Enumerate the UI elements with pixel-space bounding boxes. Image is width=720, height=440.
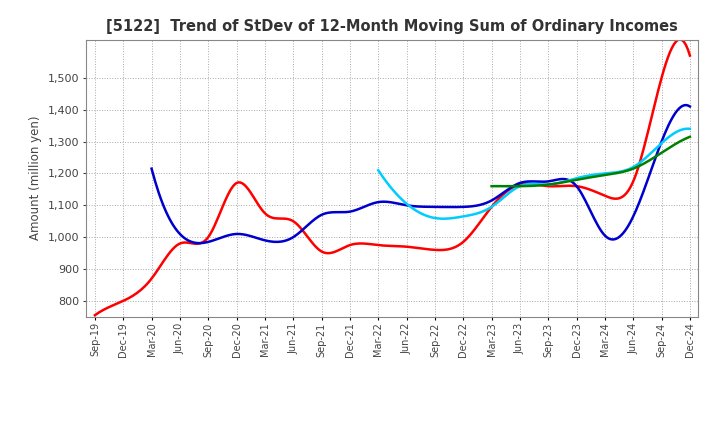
7 Years: [657, 140, 666, 146]
5 Years: [148, 166, 156, 171]
5 Years: [149, 172, 158, 178]
10 Years: [667, 143, 676, 149]
10 Years: [655, 151, 664, 157]
7 Years: [685, 126, 694, 132]
10 Years: [685, 134, 694, 139]
Line: 7 Years: 7 Years: [378, 128, 690, 219]
5 Years: [196, 241, 204, 246]
5 Years: [479, 202, 487, 207]
3 Years: [685, 53, 694, 58]
3 Years: [93, 311, 102, 316]
Y-axis label: Amount (million yen): Amount (million yen): [30, 116, 42, 240]
10 Years: [606, 172, 615, 177]
Line: 3 Years: 3 Years: [95, 40, 690, 315]
3 Years: [445, 246, 454, 252]
7 Years: [438, 216, 447, 221]
5 Years: [682, 103, 690, 108]
3 Years: [675, 37, 684, 42]
5 Years: [637, 194, 646, 200]
7 Years: [375, 169, 384, 174]
7 Years: [683, 126, 692, 131]
10 Years: [609, 171, 618, 176]
10 Years: [606, 172, 614, 177]
10 Years: [488, 183, 497, 189]
3 Years: [91, 312, 99, 318]
10 Years: [509, 183, 518, 189]
10 Years: [487, 183, 496, 189]
5 Years: [469, 203, 478, 209]
7 Years: [566, 177, 575, 183]
7 Years: [638, 158, 647, 164]
Title: [5122]  Trend of StDev of 12-Month Moving Sum of Ordinary Incomes: [5122] Trend of StDev of 12-Month Moving…: [107, 19, 678, 34]
3 Years: [630, 176, 639, 182]
5 Years: [468, 204, 477, 209]
7 Years: [374, 168, 382, 173]
7 Years: [559, 179, 568, 184]
3 Years: [592, 190, 600, 195]
Line: 10 Years: 10 Years: [492, 137, 690, 186]
3 Years: [455, 242, 464, 248]
3 Years: [443, 247, 451, 252]
Line: 5 Years: 5 Years: [152, 105, 690, 243]
5 Years: [603, 235, 611, 240]
5 Years: [685, 104, 694, 109]
7 Years: [560, 179, 569, 184]
